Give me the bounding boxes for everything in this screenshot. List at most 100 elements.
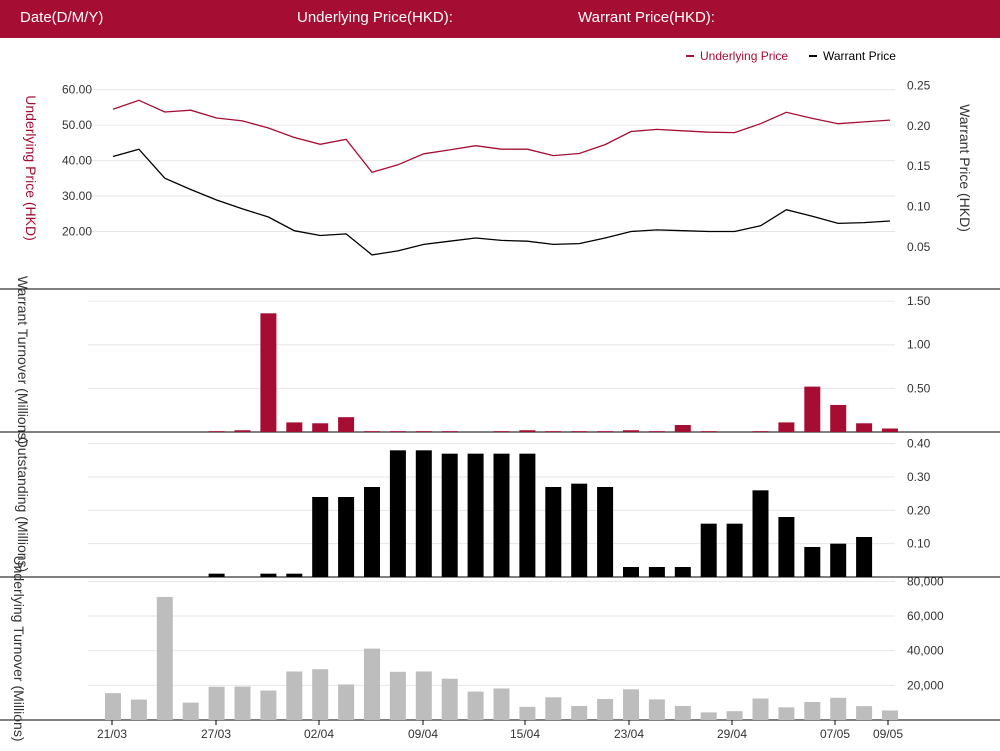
underlying-turnover-bar: [286, 671, 303, 720]
warrant-turnover-bar: [415, 431, 432, 432]
underlying-turnover-bar: [882, 710, 898, 720]
underlying-turnover-bar: [415, 671, 432, 720]
outstanding-bar: [389, 450, 406, 577]
y-tick-label: 0.40: [907, 437, 931, 451]
y-right-tick-label: 0.15: [907, 159, 931, 173]
outstanding-bar: [597, 487, 614, 577]
x-tick-label: 27/03: [201, 727, 231, 741]
chart-header: Date(D/M/Y) Underlying Price(HKD): Warra…: [0, 0, 1000, 38]
warrant-turnover-bar: [623, 430, 639, 432]
gridlines: [88, 89, 895, 686]
warrant-turnover-bar: [286, 422, 303, 432]
x-tick-label: 23/04: [614, 727, 644, 741]
warrant-turnover-bar: [519, 430, 536, 432]
y-right-tick-label: 0.25: [907, 78, 931, 92]
legend-warrant-label: Warrant Price: [823, 49, 896, 63]
underlying-price-label: Underlying Price(HKD):: [297, 9, 453, 26]
y-tick-label: 60,000: [907, 609, 944, 623]
warrant-turnover-bar: [597, 431, 614, 432]
underlying-turnover-bar: [208, 686, 225, 720]
warrant-turnover-bar: [674, 425, 691, 432]
y-tick-label: 0.30: [907, 470, 931, 484]
warrant-turnover-bar: [208, 431, 225, 432]
y-tick-label: 20,000: [907, 678, 944, 692]
underlying-turnover-bar: [726, 711, 743, 720]
warrant-turnover-bar: [234, 430, 251, 432]
underlying-turnover-bar: [234, 686, 251, 720]
outstanding-bar: [312, 497, 329, 577]
underlying-turnover-bar: [441, 678, 458, 720]
underlying-turnover-bar: [597, 699, 614, 720]
warrant-turnover-bar: [804, 386, 821, 432]
outstanding-bar: [338, 497, 355, 577]
x-tick-label: 09/04: [408, 727, 438, 741]
outstanding-bar: [804, 547, 821, 577]
underlying-turnover-bar: [493, 688, 510, 720]
underlying-turnover-bar: [467, 691, 484, 720]
underlying-turnover-bar: [130, 699, 147, 720]
x-tick-label: 07/05: [820, 727, 850, 741]
underlying-turnover-bar: [389, 671, 406, 720]
outstanding-bar: [415, 450, 432, 577]
date-label: Date(D/M/Y): [20, 9, 104, 26]
warrant-turnover-bar: [364, 431, 380, 432]
y-tick-label: 0.20: [907, 503, 931, 517]
underlying-turnover-bar: [700, 712, 717, 720]
underlying-turnover-bar: [182, 702, 199, 720]
warrant-turnover-bar: [441, 431, 458, 432]
warrant-turnover-bar: [545, 431, 562, 432]
y-tick-label: 0.50: [907, 381, 931, 395]
outstanding-bar: [648, 567, 665, 577]
y-tick-label: 1.00: [907, 338, 931, 352]
outstanding-bar: [467, 453, 484, 577]
outstanding-bar: [778, 517, 795, 577]
warrant-turnover-bar: [648, 431, 665, 432]
warrant-chart: 60.00 50.00 40.00 30.00 20.00 0.25 0.20 0.15 0.1…: [0, 49, 1000, 741]
y-left-axis-title: Underlying Price (HKD): [23, 95, 39, 240]
y-tick-label: 40,000: [907, 644, 944, 658]
warrant-turnover-bar: [778, 422, 795, 432]
x-tick-label: 29/04: [717, 727, 747, 741]
underlying-turnover-bar: [338, 684, 355, 720]
x-tick-label: 02/04: [304, 727, 334, 741]
warrant-turnover-bar: [312, 423, 329, 432]
outstanding-bar: [674, 567, 691, 577]
y-left-tick-label: 20.00: [62, 225, 92, 239]
warrant-turnover-bar: [752, 431, 769, 432]
underlying-turnover-bar: [156, 596, 173, 720]
underlying-turnover-bar: [312, 669, 329, 720]
y-axis-title: Outstanding (Millions): [15, 437, 31, 572]
warrant-turnover-bar: [830, 404, 847, 432]
chart-labels: 60.00 50.00 40.00 30.00 20.00 0.25 0.20 0.15 0.1…: [11, 49, 973, 741]
warrant-turnover-bar: [856, 423, 873, 432]
outstanding-bar: [545, 487, 562, 577]
legend-underlying-label: Underlying Price: [700, 49, 788, 63]
outstanding-bar: [493, 453, 510, 577]
warrant-turnover-bar: [260, 313, 277, 432]
y-right-axis-title: Warrant Price (HKD): [957, 104, 973, 232]
underlying-turnover-bar: [545, 697, 562, 720]
x-tick-label: 09/05: [873, 727, 903, 741]
y-left-tick-label: 40.00: [62, 154, 92, 168]
outstanding-bar: [260, 573, 277, 577]
y-left-tick-label: 30.00: [62, 189, 92, 203]
outstanding-bar: [623, 567, 639, 577]
underlying-turnover-bar: [752, 698, 769, 720]
underlying-turnover-bar: [674, 705, 691, 720]
underlying-turnover-bar: [830, 697, 847, 720]
underlying-turnover-bar: [778, 707, 795, 720]
warrant-price-line: [112, 148, 891, 256]
outstanding-bar: [364, 487, 380, 577]
y-right-tick-label: 0.05: [907, 240, 931, 254]
y-left-tick-label: 50.00: [62, 118, 92, 132]
outstanding-bar: [519, 453, 536, 577]
outstanding-bar: [700, 523, 717, 577]
y-tick-label: 80,000: [907, 574, 944, 588]
underlying-turnover-bar: [648, 699, 665, 720]
outstanding-bar: [286, 573, 303, 577]
x-tick-label: 21/03: [97, 727, 127, 741]
warrant-turnover-bar: [882, 428, 898, 432]
warrant-turnover-bar: [571, 431, 588, 432]
y-tick-label: 1.50: [907, 294, 931, 308]
y-axis-title: Underlying Turnover (Millions): [11, 556, 27, 742]
